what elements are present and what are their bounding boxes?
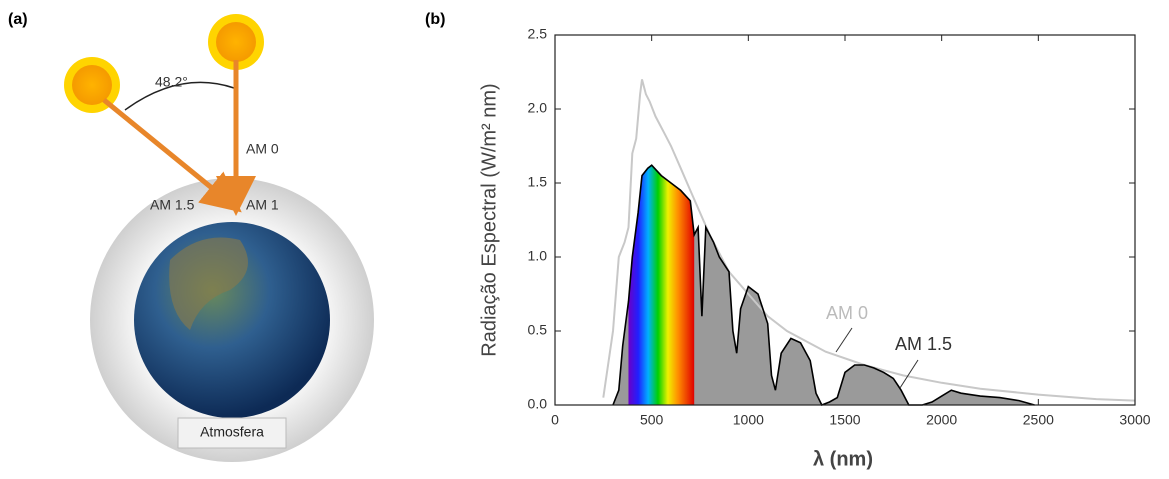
annotation: AM 1.5 — [895, 334, 952, 354]
panel-label: (b) — [425, 11, 445, 28]
angle-arc — [124, 81, 235, 111]
y-axis-label: Radiação Espectral (W/m² nm) — [478, 83, 500, 356]
am15-label: AM 1.5 — [150, 197, 195, 213]
annotation: AM 0 — [826, 303, 868, 323]
atmosphere-label: Atmosfera — [200, 424, 264, 440]
area — [613, 165, 1035, 405]
y-tick-label: 2.0 — [528, 100, 548, 116]
y-tick-label: 0.5 — [528, 322, 548, 338]
x-tick-label: 0 — [551, 412, 559, 428]
y-tick-label: 0.0 — [528, 396, 548, 412]
x-tick-label: 3000 — [1119, 412, 1150, 428]
y-tick-label: 2.5 — [528, 26, 548, 42]
atmosphere-box — [177, 417, 287, 449]
plot: 0 500 1000 1500 2000 2500 3000 0.0 0.5 1.0 1.5 2.0 2… — [528, 26, 1151, 428]
plot-frame — [554, 34, 1136, 406]
x-axis-label: λ (nm) — [813, 448, 873, 470]
visible-spectrum — [628, 165, 695, 405]
annotation-pointer — [899, 359, 919, 389]
land — [169, 237, 248, 330]
am1-label: AM 1 — [246, 197, 279, 213]
x-tick-label: 2500 — [1023, 412, 1054, 428]
series-line — [602, 79, 1136, 402]
am0-label: AM 0 — [246, 141, 279, 157]
panel-label: (a) — [8, 11, 28, 28]
arrow-am15 — [102, 98, 242, 213]
sun-top — [208, 14, 264, 70]
annotation-pointer — [835, 327, 853, 353]
x-tick-label: 1000 — [733, 412, 764, 428]
x-tick-label: 1500 — [829, 412, 860, 428]
x-tick-label: 500 — [640, 412, 664, 428]
y-tick-label: 1.0 — [528, 248, 548, 264]
angle-label: 48.2° — [155, 74, 188, 90]
x-tick-label: 2000 — [926, 412, 957, 428]
y-tick-label: 1.5 — [528, 174, 548, 190]
